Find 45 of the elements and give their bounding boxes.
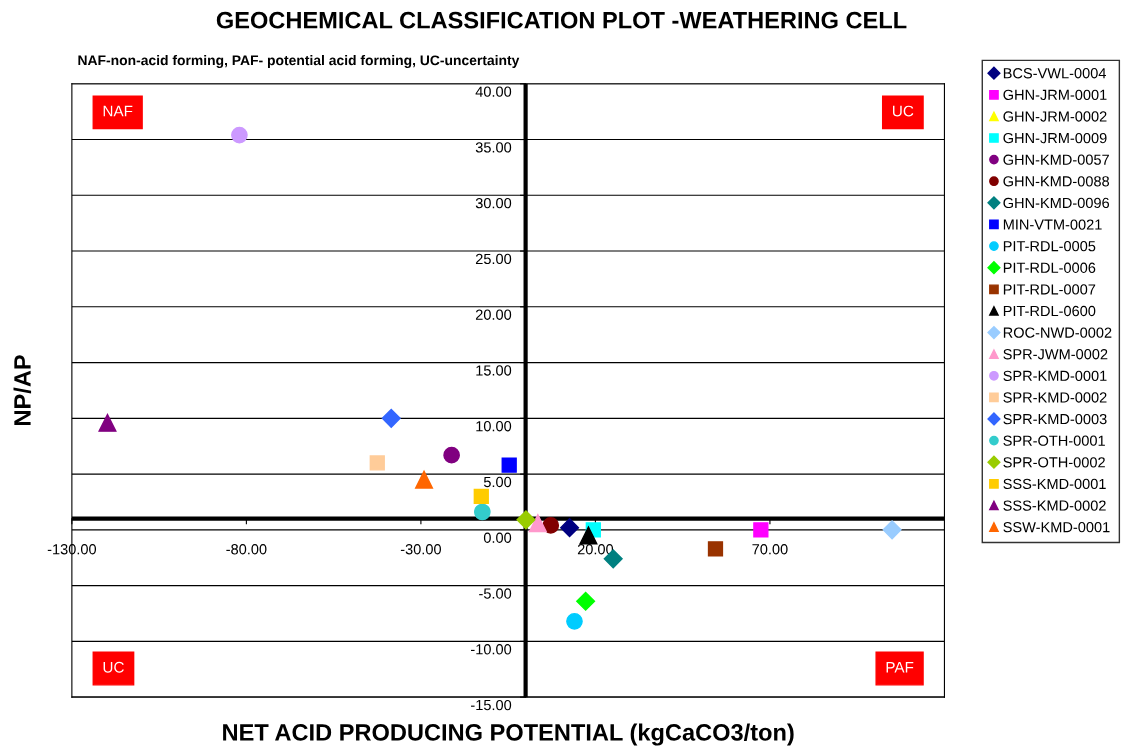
y-tick-label: 0.00 bbox=[483, 532, 512, 543]
legend-label: PIT-RDL-0007 bbox=[1003, 284, 1096, 295]
y-tick-label: 5.00 bbox=[483, 476, 512, 488]
legend-label: PIT-RDL-0006 bbox=[1003, 262, 1096, 273]
x-axis-title: NET ACID PRODUCING POTENTIAL (kgCaCO3/ton) bbox=[223, 723, 794, 746]
x-tick-label: -30.00 bbox=[400, 544, 442, 555]
y-tick-label: -10.00 bbox=[471, 644, 512, 655]
legend-label: SPR-KMD-0001 bbox=[1003, 370, 1107, 382]
y-tick-label: 35.00 bbox=[475, 142, 512, 153]
legend-label: GHN-KMD-0088 bbox=[1003, 176, 1110, 187]
legend-label: PIT-RDL-0600 bbox=[1003, 305, 1096, 317]
legend-label: SPR-JWM-0002 bbox=[1003, 349, 1108, 360]
legend-label: GHN-JRM-0001 bbox=[1003, 89, 1107, 101]
annotation: UC bbox=[893, 105, 914, 117]
legend-label: GHN-KMD-0057 bbox=[1003, 154, 1109, 165]
x-tick-label: -80.00 bbox=[226, 544, 267, 555]
legend-label: PIT-RDL-0005 bbox=[1003, 241, 1096, 252]
legend-label: SSS-KMD-0001 bbox=[1003, 478, 1106, 490]
legend-label: MIN-VTM-0021 bbox=[1003, 219, 1102, 230]
chart-title: GEOCHEMICAL CLASSIFICATION PLOT -WEATHERING CELL bbox=[216, 11, 907, 29]
y-tick-label: 15.00 bbox=[476, 365, 512, 376]
legend-label: SPR-OTH-0001 bbox=[1003, 435, 1105, 446]
annotation: NAF bbox=[103, 105, 133, 117]
y-tick-label: 20.00 bbox=[475, 309, 512, 320]
legend-label: GHN-JRM-0009 bbox=[1003, 132, 1107, 144]
legend-label: SPR-OTH-0002 bbox=[1003, 457, 1105, 468]
legend-label: ROC-NWD-0002 bbox=[1003, 327, 1112, 338]
legend-label: GHN-JRM-0002 bbox=[1003, 111, 1107, 122]
y-tick-label: 40.00 bbox=[475, 86, 512, 97]
annotation: UC bbox=[103, 661, 124, 673]
legend-label: SPR-KMD-0003 bbox=[1003, 413, 1107, 425]
y-tick-label: 25.00 bbox=[475, 253, 512, 265]
x-tick-label: 70.00 bbox=[752, 544, 788, 555]
legend-label: BCS-VWL-0004 bbox=[1003, 68, 1107, 79]
chart-subtitle: NAF-non-acid forming, PAF- potential acid forming, UC-uncertainty bbox=[78, 55, 520, 69]
legend-label: SSS-KMD-0002 bbox=[1003, 500, 1106, 511]
y-tick-label: 10.00 bbox=[476, 421, 512, 432]
annotation: PAF bbox=[886, 661, 914, 673]
y-tick-label: -15.00 bbox=[471, 699, 512, 711]
y-axis-title: NP/AP bbox=[13, 355, 32, 425]
legend-label: SSW-KMD-0001 bbox=[1003, 522, 1110, 533]
legend-label: SPR-KMD-0002 bbox=[1003, 392, 1107, 403]
y-tick-label: -5.00 bbox=[479, 588, 512, 599]
y-tick-label: 30.00 bbox=[475, 198, 512, 209]
legend-label: GHN-KMD-0096 bbox=[1003, 197, 1110, 209]
